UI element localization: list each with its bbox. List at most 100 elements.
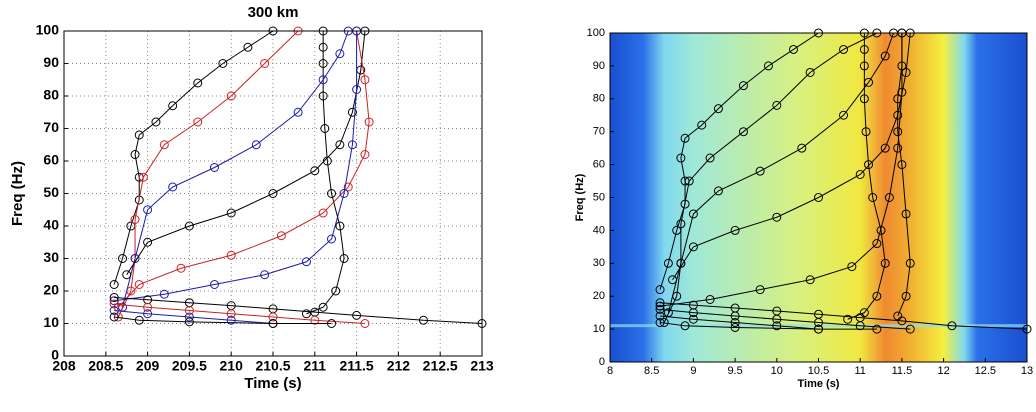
data-point: [668, 275, 678, 285]
data-point: [738, 127, 748, 137]
plot-frame: [63, 30, 483, 357]
series-line: [659, 315, 819, 330]
x-tick-label: 209: [136, 358, 160, 374]
x-tick-label: 11: [854, 365, 865, 377]
data-point: [226, 250, 236, 260]
data-point: [138, 172, 148, 182]
series-line: [114, 316, 332, 324]
y-tick-label: 20: [593, 290, 605, 302]
data-point: [168, 101, 178, 111]
data-point: [884, 193, 894, 202]
data-point: [226, 309, 236, 319]
data-point: [738, 81, 748, 91]
data-point: [868, 193, 878, 202]
data-point: [226, 315, 236, 325]
data-point: [814, 318, 823, 328]
series-line: [114, 31, 358, 302]
data-point: [339, 189, 349, 198]
data-point: [861, 127, 871, 137]
x-tick-label: 208: [52, 358, 76, 374]
series-line: [847, 33, 886, 320]
data-point: [151, 117, 161, 127]
x-tick-label: 208.5: [88, 358, 123, 374]
data-point: [109, 280, 119, 289]
data-point: [318, 302, 328, 312]
data-point: [772, 314, 782, 324]
data-point: [184, 312, 194, 322]
data-point: [755, 166, 765, 176]
data-point: [226, 208, 236, 218]
series-line: [659, 32, 819, 290]
data-point: [680, 321, 690, 331]
data-point: [143, 295, 153, 305]
y-tick-label: 80: [43, 87, 59, 103]
x-tick-label: 210: [220, 358, 244, 374]
data-point: [893, 143, 903, 153]
data-point: [331, 286, 341, 296]
series-line: [117, 30, 299, 318]
series-line: [897, 33, 911, 317]
data-point: [301, 309, 311, 319]
data-point: [864, 160, 874, 170]
series-line: [663, 32, 878, 323]
data-point: [184, 317, 194, 327]
data-point: [864, 77, 874, 87]
data-point: [893, 127, 903, 137]
data-point: [339, 254, 349, 263]
data-point: [772, 212, 782, 222]
series-line: [659, 33, 903, 307]
data-point: [847, 262, 857, 272]
y-tick-label: 90: [593, 60, 605, 72]
x-tick-label: 211.5: [339, 358, 373, 374]
data-point: [730, 311, 740, 321]
data-point: [684, 176, 694, 186]
data-point: [159, 140, 169, 150]
data-point: [855, 321, 865, 331]
data-point: [335, 140, 345, 150]
data-point: [814, 193, 823, 202]
data-point: [843, 314, 853, 324]
data-point: [218, 59, 228, 68]
data-point: [260, 270, 270, 280]
data-point: [814, 324, 823, 334]
data-point: [268, 312, 278, 322]
data-point: [109, 312, 119, 322]
data-point: [872, 324, 882, 334]
plot-frame: [609, 32, 1028, 363]
data-point: [360, 150, 370, 159]
x-tick-label: 8: [607, 365, 613, 377]
x-tick-label: 213: [470, 358, 494, 374]
y-tick-label: 100: [587, 27, 605, 39]
data-point: [905, 324, 915, 334]
data-point: [360, 75, 370, 85]
x-tick-label: 10: [771, 365, 783, 377]
data-point: [327, 319, 337, 328]
data-point: [663, 258, 673, 268]
data-point: [318, 208, 328, 218]
spectrogram-band: [610, 324, 1027, 328]
data-point: [335, 221, 345, 231]
data-point: [209, 163, 219, 172]
y-tick-label: 40: [593, 224, 605, 236]
data-point: [109, 306, 119, 315]
series-line: [114, 310, 274, 324]
x-tick-label: 210.5: [255, 358, 290, 374]
series-line: [113, 30, 274, 285]
y-tick-label: 50: [593, 191, 605, 203]
data-point: [655, 311, 665, 321]
data-point: [655, 301, 665, 311]
x-tick-label: 212: [387, 358, 411, 374]
data-point: [318, 91, 328, 101]
data-point: [347, 107, 357, 117]
y-tick-label: 90: [43, 54, 59, 70]
data-point: [788, 44, 798, 54]
data-point: [901, 291, 911, 301]
y-tick-label: 0: [599, 356, 605, 368]
data-point: [859, 94, 869, 104]
data-point: [680, 133, 690, 143]
data-point: [859, 61, 869, 71]
data-point: [134, 315, 144, 325]
x-axis-label: Time (s): [244, 375, 301, 392]
data-point: [243, 42, 253, 52]
y-tick-label: 70: [593, 126, 605, 138]
